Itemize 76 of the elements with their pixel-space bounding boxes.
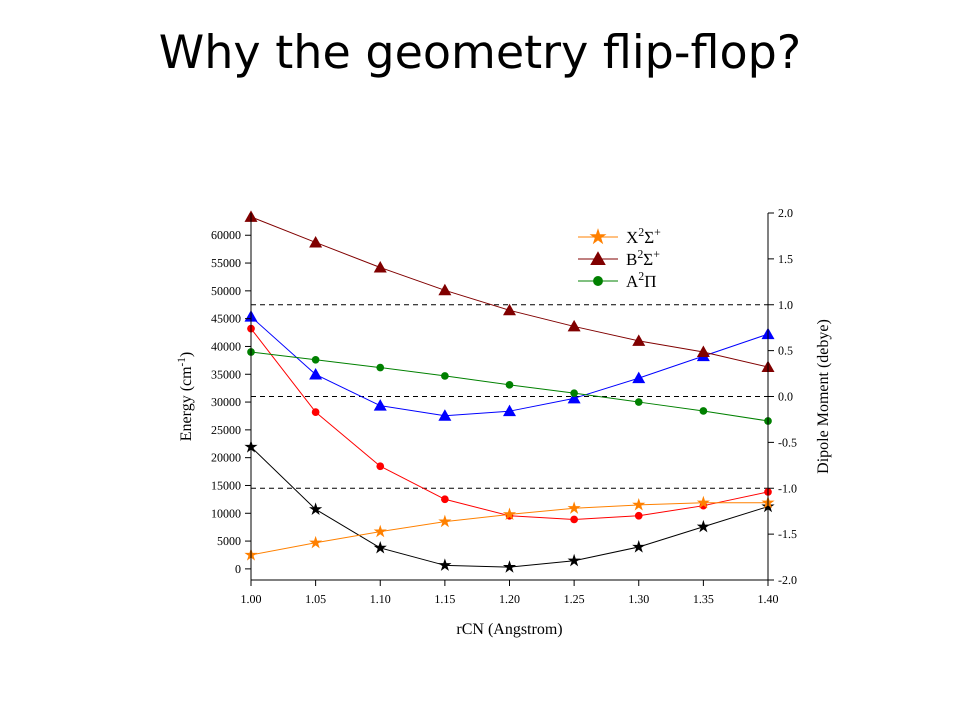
x-tick-label: 1.40: [758, 592, 778, 606]
point: [438, 558, 452, 571]
point: [568, 320, 581, 332]
y-tick-label: 30000: [211, 395, 241, 410]
point: [570, 516, 578, 524]
y-tick-label: 40000: [211, 339, 241, 354]
y-tick-label: 5000: [217, 534, 241, 548]
point: [503, 404, 516, 416]
y2-tick-label: 2.0: [778, 206, 793, 220]
y2-axis-title: Dipole Moment (debye): [815, 319, 832, 474]
point: [244, 210, 258, 222]
x-tick-label: 1.10: [370, 592, 391, 606]
y2-tick-label: 1.5: [778, 252, 793, 266]
x-tick-label: 1.25: [564, 592, 585, 606]
point: [502, 560, 516, 573]
y-tick-label: 15000: [211, 478, 241, 492]
y2-tick-label: -0.5: [778, 435, 797, 450]
chart-title: Why the geometry flip-flop?: [158, 25, 802, 79]
point: [376, 364, 384, 372]
point: [309, 368, 322, 380]
y-tick-label: 20000: [211, 450, 241, 465]
y-tick-label: 0: [235, 562, 241, 576]
point: [634, 398, 643, 406]
point: [506, 380, 514, 389]
y2-tick-label: -1.5: [778, 527, 797, 542]
point: [441, 495, 449, 504]
x-tick-label: 1.00: [240, 592, 262, 606]
point: [312, 408, 320, 416]
y-tick-label: 25000: [211, 422, 241, 437]
point: [374, 540, 387, 554]
point: [503, 304, 516, 316]
y-tick-label: 10000: [211, 506, 241, 520]
point: [441, 372, 449, 380]
y-tick-label: 50000: [211, 284, 241, 298]
point: [309, 502, 322, 515]
legend-label: A$^{2}$Π: [626, 269, 657, 291]
x-tick-label: 1.05: [305, 592, 326, 606]
point: [376, 462, 384, 470]
point: [438, 514, 452, 528]
x-tick-label: 1.20: [499, 592, 520, 606]
y-tick-label: 35000: [211, 367, 241, 382]
x-tick-label: 1.35: [692, 592, 714, 606]
point: [502, 507, 516, 520]
y2-tick-label: 0.0: [778, 390, 793, 404]
point: [632, 540, 646, 553]
legend-label: B$^{2}$Σ$^{+}$: [626, 247, 660, 269]
point: [696, 346, 710, 358]
point: [696, 520, 710, 532]
point: [700, 407, 708, 415]
y2-tick-label: 1.0: [778, 298, 793, 312]
x-tick-label: 1.15: [434, 592, 456, 606]
point: [438, 284, 452, 296]
point: [309, 236, 322, 248]
y2-tick-label: -1.0: [778, 481, 797, 496]
point: [374, 399, 387, 411]
point: [696, 496, 710, 508]
x-tick-label: 1.30: [628, 592, 650, 606]
point: [568, 554, 581, 566]
point: [632, 334, 646, 346]
x-axis-title: rCN (Angstrom): [456, 621, 563, 638]
y-tick-label: 45000: [211, 312, 241, 326]
legend-label: X$^{2}$Σ$^{+}$: [626, 225, 662, 247]
y2-tick-label: 0.5: [778, 344, 793, 358]
y-tick-label: 55000: [211, 256, 241, 270]
y-tick-label: 60000: [211, 228, 241, 242]
point: [634, 512, 643, 520]
point: [570, 389, 578, 398]
point: [374, 260, 387, 272]
point: [309, 536, 322, 548]
point: [312, 356, 320, 364]
point: [374, 524, 387, 538]
point: [568, 501, 581, 514]
point: [438, 409, 452, 421]
point: [632, 372, 646, 384]
point: [632, 498, 646, 511]
y2-tick-label: -2.0: [778, 573, 797, 587]
